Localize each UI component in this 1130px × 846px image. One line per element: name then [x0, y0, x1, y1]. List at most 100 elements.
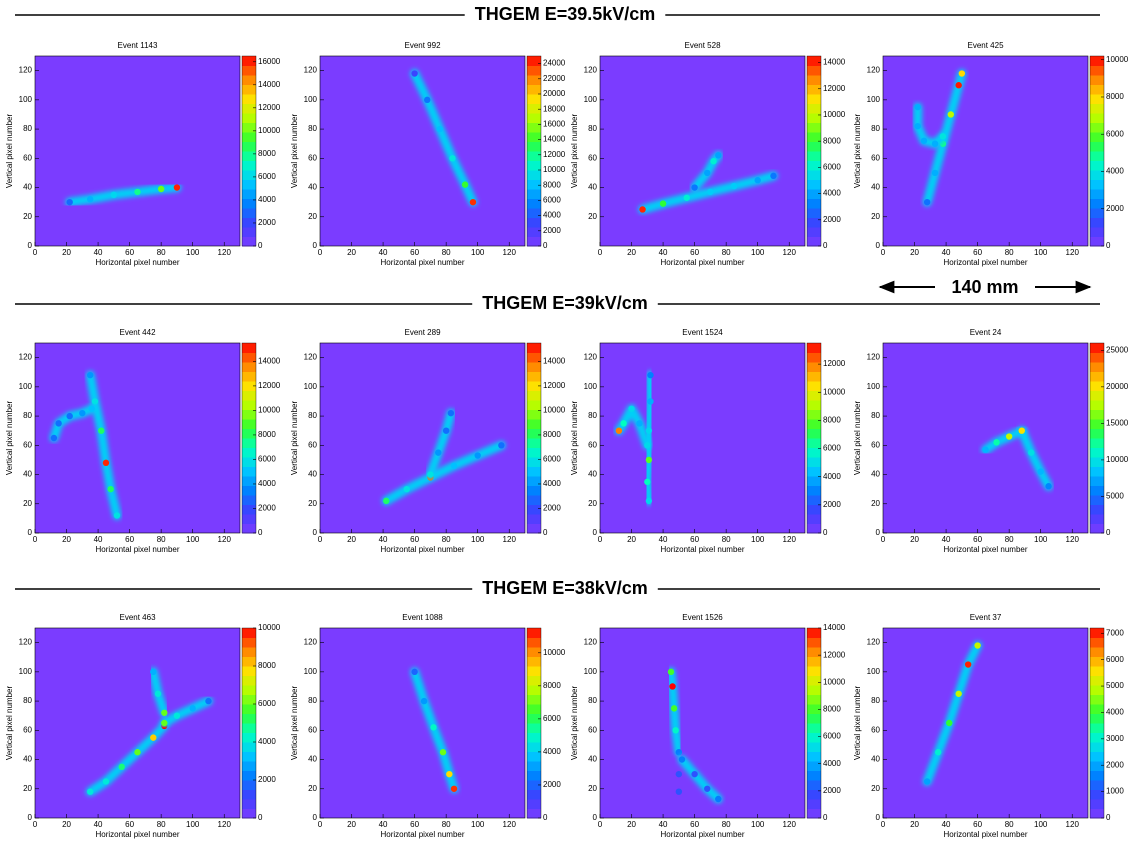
tracks	[614, 370, 655, 506]
colorbar-step	[242, 400, 256, 410]
colorbar-step	[242, 132, 256, 142]
colorbar-step	[1090, 761, 1104, 771]
y-tick-label: 60	[308, 725, 317, 734]
track-cell	[134, 749, 141, 756]
track-halo	[425, 408, 456, 480]
colorbar-step	[242, 217, 256, 228]
tracks	[49, 370, 122, 520]
track-cell	[424, 96, 431, 104]
x-axis-label: Horizontal pixel number	[943, 830, 1027, 839]
track-cell	[659, 200, 667, 207]
y-tick-label: 100	[867, 382, 881, 391]
panel-title: Event 24	[970, 328, 1002, 337]
z-tick-label: 6000	[543, 455, 561, 464]
y-tick-label: 0	[313, 813, 318, 822]
y-tick-label: 100	[19, 667, 33, 676]
z-tick-label: 6000	[1106, 129, 1124, 138]
plot-area	[34, 627, 241, 819]
colorbar-step	[242, 495, 256, 505]
colorbar-step	[527, 723, 541, 733]
colorbar-step	[807, 198, 821, 209]
z-tick-label: 0	[823, 528, 828, 537]
colorbar-step	[242, 390, 256, 401]
x-tick-label: 0	[33, 820, 38, 829]
x-tick-label: 60	[410, 248, 419, 257]
track-cell	[113, 512, 121, 519]
colorbar-step	[527, 504, 541, 515]
colorbar-step	[242, 457, 256, 467]
y-axis-label: Vertical pixel number	[570, 114, 579, 189]
panel: Event 463 0 20 40 60 80 100 120 0 20 40 60 80 100 120 H…	[5, 613, 281, 839]
track-cell	[88, 405, 95, 412]
colorbar-step	[527, 362, 541, 372]
x-tick-label: 40	[94, 535, 103, 544]
z-tick-label: 14000	[543, 356, 566, 365]
colorbar-step	[242, 122, 256, 133]
colorbar-step	[242, 141, 256, 152]
colorbar-step	[527, 704, 541, 714]
y-tick-label: 0	[313, 241, 318, 250]
colorbar-step	[527, 84, 541, 95]
z-tick-label: 6000	[823, 444, 841, 453]
y-tick-label: 120	[867, 353, 881, 362]
x-tick-label: 0	[318, 248, 323, 257]
track-cell	[79, 409, 86, 417]
colorbar-step	[242, 789, 256, 800]
colorbar-step	[527, 675, 541, 686]
colorbar-step	[242, 428, 256, 439]
y-tick-label: 20	[308, 499, 317, 508]
z-tick-label: 2000	[823, 500, 841, 509]
colorbar-step	[527, 780, 541, 790]
track-cell	[55, 420, 62, 427]
colorbar-step	[527, 352, 541, 363]
colorbar-step	[242, 352, 256, 363]
colorbar-step	[807, 628, 821, 638]
track-cell	[86, 371, 94, 379]
x-tick-label: 40	[379, 535, 388, 544]
y-axis-label: Vertical pixel number	[853, 686, 862, 761]
colorbar-step	[242, 637, 256, 648]
y-tick-label: 60	[308, 153, 317, 162]
colorbar-step	[1090, 694, 1104, 705]
z-tick-label: 10000	[823, 110, 846, 119]
colorbar-frame	[241, 627, 257, 819]
track-cell	[461, 181, 469, 188]
colorbar-step	[1090, 189, 1104, 199]
colorbar-step	[1090, 751, 1104, 762]
plot-area	[599, 342, 806, 534]
z-tick-label: 20000	[543, 89, 566, 98]
colorbar-step	[1090, 504, 1104, 515]
x-axis-label: Horizontal pixel number	[660, 830, 744, 839]
z-tick-label: 6000	[543, 714, 561, 723]
panel-title: Event 37	[970, 613, 1002, 622]
z-tick-label: 8000	[823, 136, 841, 145]
x-tick-label: 20	[62, 248, 71, 257]
x-tick-label: 100	[1034, 820, 1048, 829]
x-tick-label: 0	[881, 820, 886, 829]
colorbar-step	[242, 236, 256, 247]
colorbar-step	[1090, 428, 1104, 439]
y-tick-label: 0	[28, 528, 33, 537]
track-cell	[923, 778, 931, 785]
track-cell	[974, 642, 981, 649]
y-tick-label: 120	[867, 638, 881, 647]
colorbar-step	[807, 217, 821, 228]
colorbar-step	[242, 732, 256, 743]
track-cell	[639, 206, 646, 213]
colorbar-step	[527, 789, 541, 800]
tracks	[410, 667, 459, 794]
colorbar-step	[527, 132, 541, 142]
track-cell	[715, 795, 722, 803]
colorbar-step	[807, 179, 821, 190]
z-tick-label: 25000	[1106, 345, 1129, 354]
track-cell	[66, 198, 73, 206]
y-axis-label: Vertical pixel number	[290, 686, 299, 761]
x-tick-label: 0	[598, 248, 603, 257]
z-tick-label: 4000	[543, 747, 561, 756]
tracks	[666, 667, 723, 804]
z-tick-label: 14000	[823, 623, 846, 632]
x-tick-label: 40	[942, 535, 951, 544]
track-cell	[958, 70, 966, 77]
y-axis-label: Vertical pixel number	[853, 401, 862, 476]
y-tick-label: 40	[23, 183, 32, 192]
